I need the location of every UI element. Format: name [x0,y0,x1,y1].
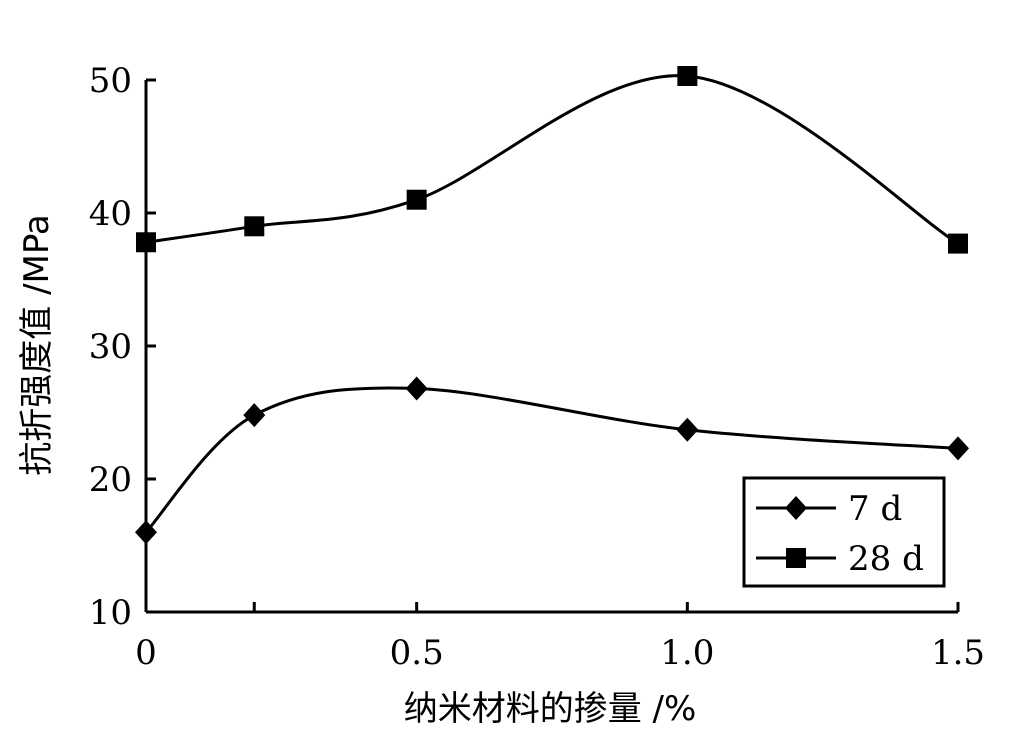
legend-marker-square [786,548,806,568]
y-tick-label: 30 [89,327,132,367]
data-point-diamond [676,417,699,442]
data-point-square [406,189,427,210]
data-point-diamond [135,520,157,545]
data-point-diamond [405,376,428,401]
axes: 10 20 30 40 50 0 0.5 1.0 1.5 [89,61,985,673]
y-axis-title: 抗折强度值 /MPa [17,214,57,475]
x-tick-label: 1.5 [931,633,985,673]
legend-label: 7 d [848,489,902,529]
y-tick-label: 50 [89,61,132,101]
x-tick-label: 1.0 [660,633,714,673]
x-tick-label: 0.5 [390,633,444,673]
y-tick-label: 20 [89,460,132,500]
legend-marker-diamond [785,496,807,520]
y-tick-label: 10 [89,593,132,633]
x-tick-label: 0 [135,633,157,673]
data-point-diamond [947,436,969,461]
series-layer [135,66,969,545]
data-point-square [244,216,265,237]
y-tick-label: 40 [89,194,132,234]
data-point-square [136,232,156,253]
data-point-diamond [243,403,266,428]
legend-box [742,476,946,588]
data-point-square [677,66,698,87]
series-line-square [145,74,959,245]
x-axis-title: 纳米材料的掺量 /% [404,689,697,729]
series-line-diamond [144,386,959,534]
data-point-square [948,233,968,254]
legend-label: 28 d [848,539,924,579]
legend: 7 d 28 d [742,476,946,588]
